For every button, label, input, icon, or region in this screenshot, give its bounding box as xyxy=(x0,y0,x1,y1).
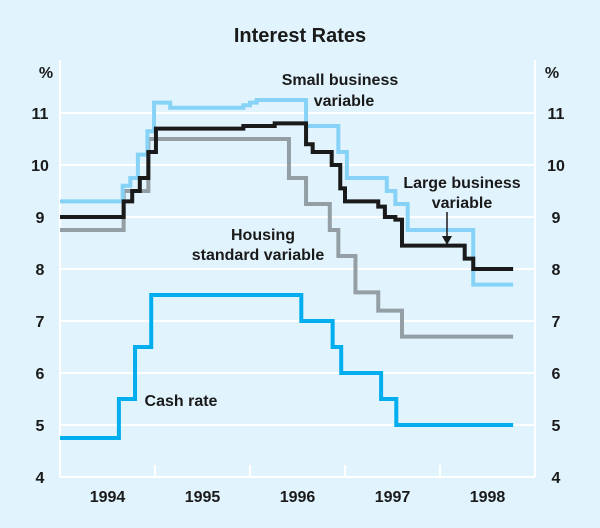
y-tick-label-right: 4 xyxy=(552,470,561,487)
y-axis-unit-right: % xyxy=(545,65,559,82)
series-line-large-business-variable xyxy=(60,121,514,271)
annotation-large-business-2: variable xyxy=(432,195,493,212)
annotation-cash-rate: Cash rate xyxy=(145,393,218,410)
y-tick-label-right: 9 xyxy=(552,210,561,227)
y-tick-label-right: 6 xyxy=(552,366,561,383)
y-tick-label-right: 5 xyxy=(552,418,561,435)
chart-title: Interest Rates xyxy=(234,25,366,47)
annotation-housing-2: standard variable xyxy=(192,247,325,264)
y-tick-label-left: 5 xyxy=(36,418,45,435)
y-axis-unit-left: % xyxy=(39,65,53,82)
y-tick-label-left: 10 xyxy=(31,158,49,175)
y-tick-label-left: 9 xyxy=(36,210,45,227)
y-tick-label-right: 8 xyxy=(552,262,561,279)
annotation-large-business-1: Large business xyxy=(403,175,520,192)
x-tick-label: 1997 xyxy=(375,489,411,506)
y-tick-label-left: 6 xyxy=(36,366,45,383)
y-tick-label-left: 11 xyxy=(32,106,49,123)
x-tick-label: 1998 xyxy=(470,489,506,506)
y-tick-label-left: 7 xyxy=(36,314,45,331)
x-tick-label: 1996 xyxy=(280,489,316,506)
y-tick-label-left: 8 xyxy=(36,262,45,279)
annotation-small-business-1: Small business xyxy=(282,72,399,89)
series-line-small-business-variable xyxy=(60,98,514,287)
series-line-cash-rate xyxy=(60,293,514,440)
annotation-housing-1: Housing xyxy=(231,227,295,244)
x-tick-label: 1995 xyxy=(185,489,221,506)
y-tick-label-left: 4 xyxy=(36,470,45,487)
arrow-icon xyxy=(442,212,452,245)
x-tick-label: 1994 xyxy=(90,489,126,506)
annotation-small-business-2: variable xyxy=(314,93,375,110)
series-line-housing-standard-variable xyxy=(60,137,514,339)
y-tick-label-right: 7 xyxy=(552,314,561,331)
y-tick-label-right: 10 xyxy=(547,158,565,175)
y-tick-label-right: 11 xyxy=(548,106,565,123)
